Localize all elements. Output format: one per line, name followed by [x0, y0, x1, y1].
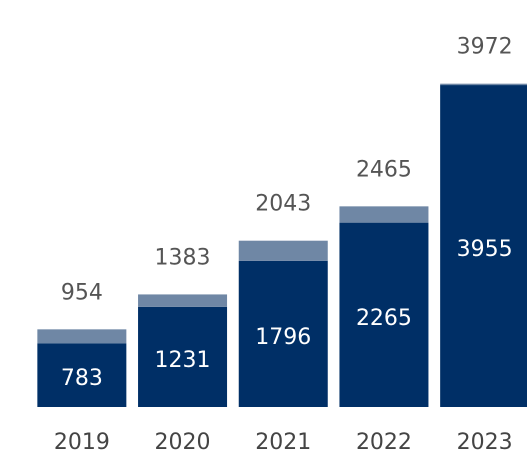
total-label: 3972 [457, 35, 513, 60]
bar-segment [238, 240, 328, 261]
x-tick-label: 2019 [54, 430, 110, 455]
bar-segment [37, 329, 127, 344]
segment-label: 1796 [255, 325, 311, 350]
x-tick-label: 2023 [457, 430, 513, 455]
x-tick-label: 2022 [356, 430, 412, 455]
total-label: 954 [61, 280, 103, 305]
segment-label: 783 [61, 366, 103, 391]
segment-label: 3955 [457, 237, 513, 262]
x-tick-label: 2021 [255, 430, 311, 455]
bar-segment [440, 83, 527, 86]
bar-segment [339, 206, 429, 223]
total-label: 2465 [356, 157, 412, 182]
x-tick-label: 2020 [155, 430, 211, 455]
bar-segment [37, 343, 127, 407]
bar-segment [138, 306, 228, 407]
bar-segment [339, 222, 429, 407]
segment-label: 2265 [356, 306, 412, 331]
total-label: 1383 [155, 245, 211, 270]
segment-label: 1231 [155, 348, 211, 373]
bar-segment [440, 85, 527, 408]
bar-segment [238, 260, 328, 407]
bar-segment [138, 294, 228, 307]
total-label: 2043 [255, 192, 311, 217]
